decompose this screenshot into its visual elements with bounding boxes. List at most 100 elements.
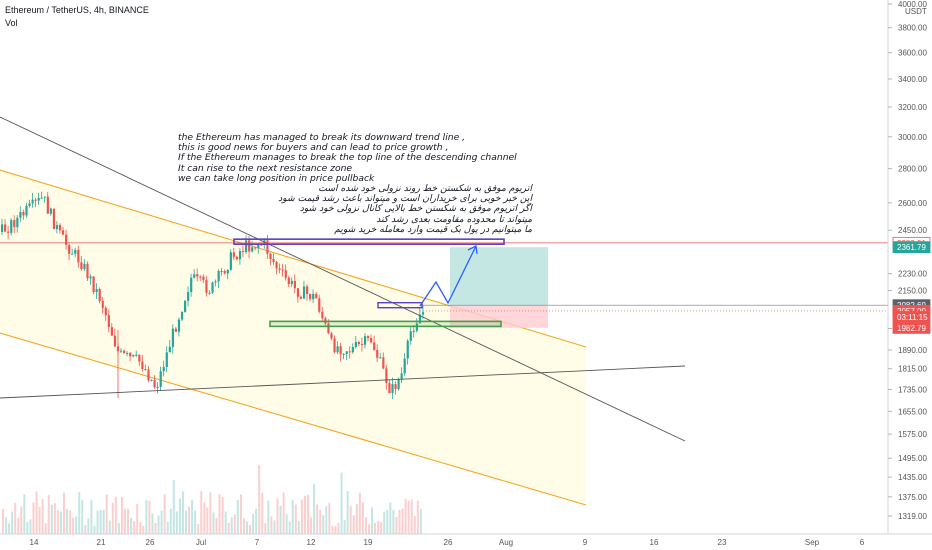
candle-body — [52, 208, 56, 230]
volume-bar — [14, 502, 17, 534]
volume-bar — [276, 498, 279, 534]
x-tick-label: 14 — [30, 538, 39, 547]
volume-bar — [87, 518, 90, 534]
x-tick-label: 26 — [444, 538, 453, 547]
candle-body — [65, 234, 68, 245]
volume-bar — [44, 523, 47, 534]
volume-bar — [285, 514, 288, 534]
volume-bar — [386, 509, 389, 534]
rising-support-line — [0, 365, 686, 399]
english-annotation-line-5: we can take long position in price pullb… — [178, 172, 375, 184]
volume-bar — [185, 510, 187, 534]
volume-bar — [136, 504, 139, 534]
price-label-box — [892, 241, 931, 254]
candle-body — [272, 259, 275, 263]
candle-body — [269, 253, 272, 260]
candle-body — [327, 323, 330, 334]
volume-bar — [53, 503, 56, 534]
candle-body — [34, 199, 37, 201]
candle-body — [199, 276, 202, 278]
candle-body — [418, 314, 422, 324]
candle-body — [196, 274, 199, 277]
y-tick-label: 1735.00 — [898, 385, 927, 394]
volume-bar — [32, 502, 35, 534]
volume-bar — [307, 494, 309, 534]
volume-bar — [163, 494, 166, 534]
volume-bar — [273, 520, 276, 534]
y-tick-label: 3000.00 — [898, 133, 927, 142]
candle-body — [31, 199, 34, 204]
volume-bar — [349, 506, 352, 534]
candle-body — [248, 240, 251, 252]
english-annotation-line-3: If the Ethereum manages to break the top… — [178, 152, 517, 164]
volume-bar — [69, 510, 72, 534]
volume-bar — [410, 499, 413, 534]
volume-bar — [203, 502, 206, 534]
candle-body — [147, 369, 150, 381]
x-tick-label: 21 — [97, 538, 106, 547]
candle-body — [77, 249, 80, 263]
candle-body — [403, 358, 406, 374]
volume-bar — [2, 508, 4, 534]
candle-body — [235, 256, 239, 260]
persian-annotation-line-5: ما میتوانیم در پول بک قیمت وارد معامله خ… — [334, 223, 532, 235]
candle-body — [290, 280, 293, 284]
volume-bar — [59, 511, 62, 534]
candle-body — [351, 347, 354, 353]
candle-body — [214, 281, 217, 283]
volume-indicator-label[interactable]: Vol — [5, 18, 18, 28]
y-tick-label: 2150.00 — [898, 287, 927, 296]
x-tick-label: 26 — [146, 538, 155, 547]
volume-bar — [8, 523, 11, 534]
candle-body — [412, 330, 415, 332]
volume-bar — [96, 510, 99, 534]
candle-body — [370, 337, 373, 343]
volume-bar — [90, 500, 93, 534]
volume-bar — [325, 506, 328, 534]
volume-bar — [133, 521, 136, 534]
candle-body — [132, 354, 135, 357]
volume-bar — [331, 525, 334, 534]
volume-bar — [255, 508, 258, 534]
candle-body — [168, 346, 171, 353]
volume-bar — [172, 479, 175, 534]
candle-body — [357, 342, 361, 344]
volume-bar — [108, 520, 111, 534]
candle-body — [421, 312, 425, 315]
english-annotation-line-4: It can rise to the next resistance zone — [178, 162, 353, 174]
candle-body — [400, 373, 403, 379]
x-tick-label: 16 — [650, 538, 659, 547]
candle-body — [211, 282, 214, 293]
volume-bar — [142, 525, 145, 534]
y-tick-label: 1375.00 — [898, 493, 927, 502]
candle-body — [409, 331, 412, 341]
candle-body — [171, 328, 174, 347]
volume-bar — [297, 521, 300, 534]
english-annotation: the Ethereum has managed to break its do… — [178, 132, 517, 184]
price-label-box — [892, 321, 931, 334]
candle-body — [312, 293, 315, 300]
volume-bar — [328, 502, 331, 534]
volume-bar — [99, 510, 102, 534]
candle-body — [229, 252, 232, 270]
candle-body — [278, 268, 281, 270]
volume-bar — [20, 506, 23, 534]
x-tick-label: 12 — [307, 538, 316, 547]
volume-bar — [355, 503, 358, 534]
candle-body — [98, 288, 101, 301]
y-tick-label: 2450.00 — [898, 226, 927, 235]
candle-body — [104, 307, 107, 316]
candle-body — [89, 276, 92, 279]
symbol-title[interactable]: Ethereum / TetherUS, 4h, BINANCE — [5, 5, 149, 15]
resistance-zone — [233, 238, 505, 245]
volume-bar — [264, 522, 267, 534]
candle-body — [232, 252, 235, 257]
candle-body — [223, 271, 226, 274]
candle-body — [123, 350, 126, 353]
volume-bar — [209, 492, 212, 534]
persian-annotation-line-3: اگر اتریوم موفق به شکستن خط بالایی کانال… — [299, 203, 532, 215]
volume-bar — [38, 506, 41, 534]
candle-body — [180, 311, 184, 320]
candle-body — [55, 225, 59, 230]
